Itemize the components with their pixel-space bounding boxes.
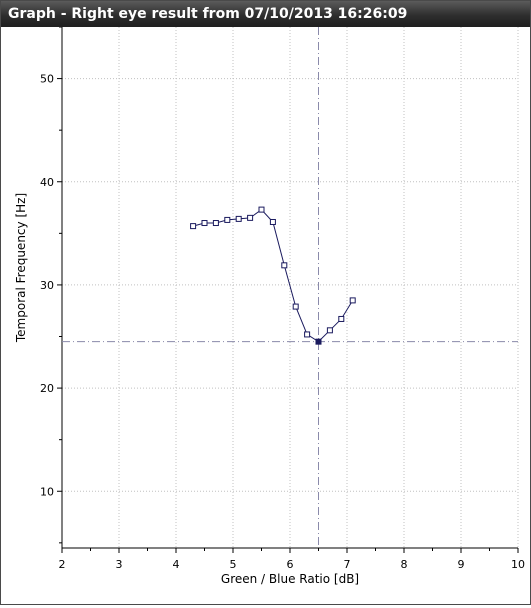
y-tick-label: 40 [40, 176, 54, 189]
data-point[interactable] [235, 215, 242, 222]
chart-svg: 2 3 4 5 6 7 8 9 10 10 20 30 40 50 Green / Blue Ratio [… [14, 26, 525, 586]
x-tick-label: 6 [287, 558, 294, 571]
data-point[interactable] [247, 214, 254, 221]
x-tick-label: 8 [401, 558, 408, 571]
data-point[interactable] [281, 262, 288, 269]
chart-area: 2 3 4 5 6 7 8 9 10 10 20 30 40 50 Green / Blue Ratio [… [1, 26, 530, 604]
data-point[interactable] [212, 220, 219, 227]
x-tick-label: 10 [511, 558, 525, 571]
data-point[interactable] [326, 327, 333, 334]
series-line [192, 208, 354, 343]
x-tick-label: 7 [344, 558, 351, 571]
x-axis-title: Green / Blue Ratio [dB] [221, 572, 359, 586]
data-point[interactable] [190, 223, 197, 230]
y-axis-title: Temporal Frequency [Hz] [14, 193, 28, 343]
data-point[interactable] [292, 303, 299, 310]
x-tick-label: 5 [230, 558, 237, 571]
y-tick-label: 50 [40, 73, 54, 86]
x-tick-label: 4 [173, 558, 180, 571]
data-point[interactable] [304, 331, 311, 338]
data-point[interactable] [338, 315, 345, 322]
window-title: Graph - Right eye result from 07/10/2013… [1, 1, 530, 27]
data-point[interactable] [269, 218, 276, 225]
y-tick-label: 30 [40, 279, 54, 292]
y-tick-label: 10 [40, 485, 54, 498]
data-point[interactable] [258, 206, 265, 213]
data-point[interactable] [201, 220, 208, 227]
x-tick-label: 2 [59, 558, 66, 571]
data-point[interactable] [224, 216, 231, 223]
y-tick-label: 20 [40, 382, 54, 395]
highlighted-data-point[interactable] [315, 338, 322, 345]
data-point[interactable] [349, 297, 356, 304]
x-tick-label: 9 [458, 558, 465, 571]
x-tick-label: 3 [116, 558, 123, 571]
